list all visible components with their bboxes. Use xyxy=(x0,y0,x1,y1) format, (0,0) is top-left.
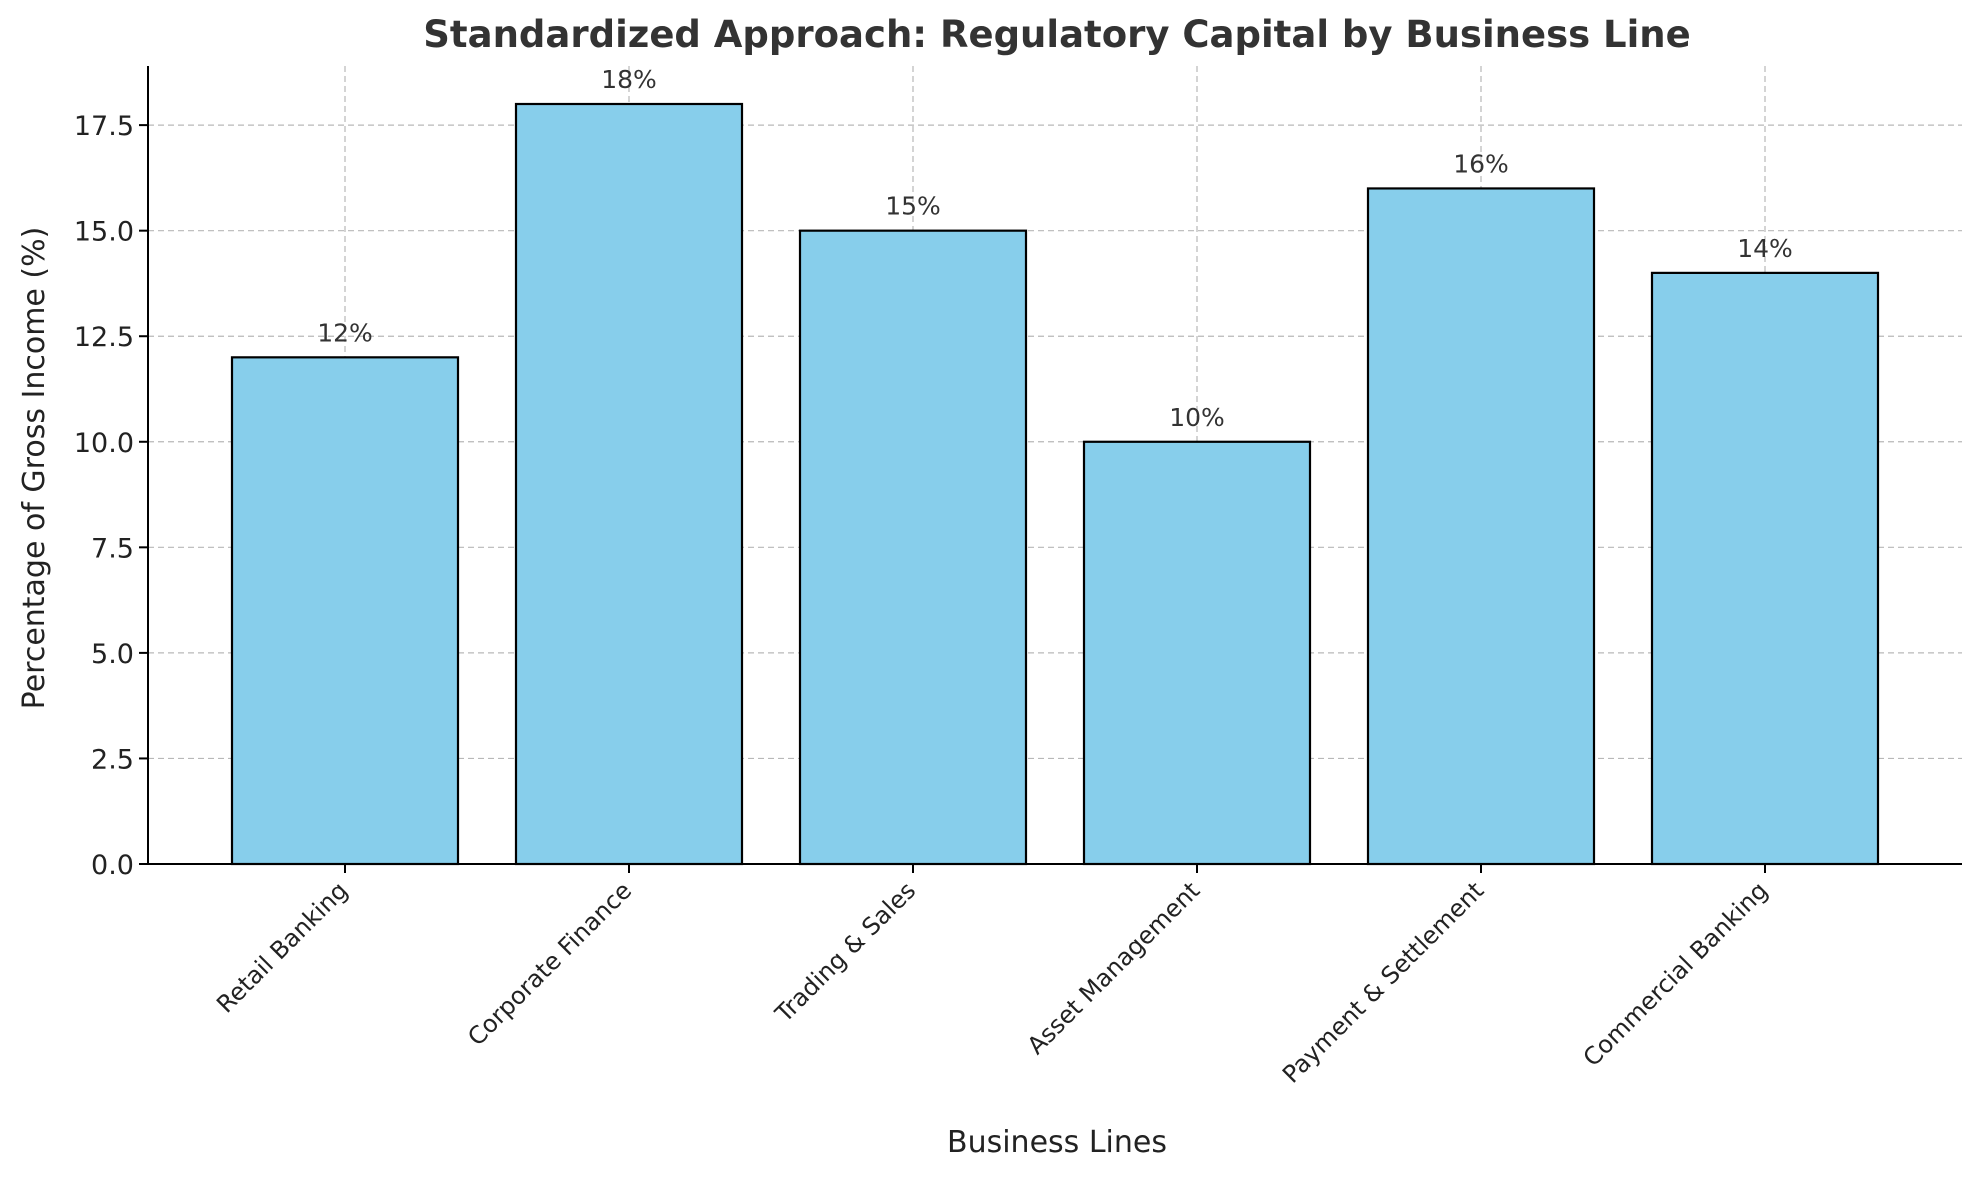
bar xyxy=(1082,440,1312,866)
y-axis-title: Percentage of Gross Income (%) xyxy=(17,227,52,710)
x-ticks: Retail Banking Corporate Finance Trading &… xyxy=(211,864,1773,1089)
y-tick-label: 5.0 xyxy=(91,639,134,670)
bar-value-label: 14% xyxy=(1737,234,1793,263)
y-tick-label: 17.5 xyxy=(74,111,134,142)
bar-value-labels: 12% 18% 15% 10% 16% 14% xyxy=(317,65,1793,432)
x-tick-label: Retail Banking xyxy=(211,876,353,1018)
axes xyxy=(147,66,1962,865)
bar-value-label: 15% xyxy=(885,192,941,221)
bar xyxy=(514,102,744,866)
bar xyxy=(230,356,460,866)
y-ticks: 0.0 2.5 5.0 7.5 10.0 12.5 15.0 17.5 xyxy=(74,111,148,881)
x-tick-label: Commercial Banking xyxy=(1578,876,1774,1072)
bar xyxy=(798,229,1028,866)
y-tick-label: 10.0 xyxy=(74,428,134,459)
y-tick-label: 7.5 xyxy=(91,533,134,564)
y-tick-label: 12.5 xyxy=(74,322,134,353)
bar-value-label: 12% xyxy=(317,318,373,347)
x-axis-title: Business Lines xyxy=(947,1125,1167,1160)
x-tick-label: Trading & Sales xyxy=(769,876,921,1028)
chart-title: Standardized Approach: Regulatory Capita… xyxy=(423,13,1690,56)
bars xyxy=(230,102,1880,866)
y-tick-label: 2.5 xyxy=(91,744,134,775)
bar-value-label: 10% xyxy=(1169,403,1225,432)
bar-value-label: 16% xyxy=(1453,149,1509,178)
y-tick-label: 0.0 xyxy=(91,850,134,881)
y-tick-label: 15.0 xyxy=(74,217,134,248)
bar xyxy=(1650,271,1880,866)
x-tick-label: Payment & Settlement xyxy=(1277,876,1489,1088)
bar-value-label: 18% xyxy=(601,65,657,94)
bar xyxy=(1366,187,1596,866)
x-tick-label: Corporate Finance xyxy=(462,876,637,1051)
x-tick-label: Asset Management xyxy=(1022,876,1205,1059)
